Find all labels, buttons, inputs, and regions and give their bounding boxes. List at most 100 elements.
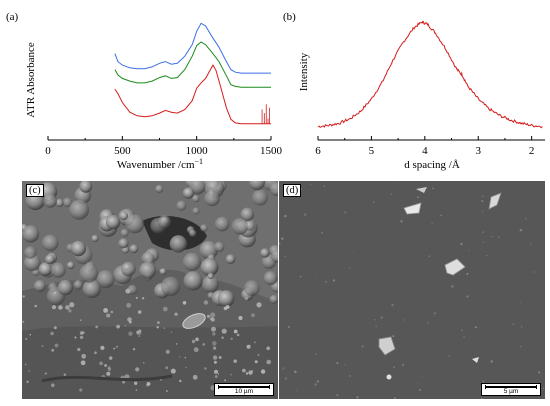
speck: [336, 394, 339, 396]
speck: [431, 222, 433, 224]
fine-particle: [51, 348, 55, 352]
speck: [380, 316, 383, 319]
speck: [321, 232, 323, 234]
fine-particle: [170, 331, 173, 333]
particle: [217, 290, 235, 307]
speck: [519, 228, 523, 232]
fine-particle: [257, 354, 260, 356]
fine-particle: [135, 389, 138, 391]
fine-particle: [106, 313, 111, 318]
particle: [82, 279, 101, 298]
speck: [492, 250, 493, 251]
fine-particle: [135, 296, 138, 299]
speck: [463, 336, 465, 338]
fine-particle: [162, 306, 168, 312]
particle: [96, 270, 115, 289]
fine-particle: [214, 375, 218, 378]
particle: [199, 240, 218, 260]
fine-particle: [212, 332, 216, 336]
fine-particle: [22, 295, 25, 298]
fine-particle: [79, 335, 84, 340]
particle: [79, 181, 93, 193]
panel-a-xlabel: Wavenumber /cm−1: [117, 157, 203, 172]
particle: [225, 254, 236, 264]
sem-texture-c: [22, 181, 278, 399]
speck: [428, 255, 431, 258]
panel-b-series: [317, 20, 543, 129]
speck: [287, 325, 290, 328]
particle: [120, 228, 129, 237]
panel-a-tick-label: 1500: [260, 145, 283, 157]
fine-particle: [260, 369, 266, 374]
fine-particle: [51, 383, 55, 387]
speck: [332, 279, 335, 282]
particle: [201, 275, 219, 293]
speck: [417, 382, 418, 383]
speck: [481, 195, 484, 198]
particle: [207, 272, 214, 280]
fine-particle: [26, 380, 29, 383]
speck: [419, 388, 421, 391]
particle: [189, 229, 197, 237]
fine-particle: [122, 380, 126, 384]
particle: [125, 214, 145, 234]
speck: [352, 251, 354, 253]
fine-particle: [116, 324, 120, 329]
fine-particle: [82, 331, 85, 334]
speck: [400, 220, 403, 223]
speck: [315, 353, 317, 355]
speck: [525, 218, 527, 220]
fine-particle: [109, 356, 113, 360]
particle: [182, 187, 194, 199]
fine-particle: [80, 360, 86, 366]
speck: [344, 211, 347, 214]
fine-particle: [211, 326, 216, 332]
speck: [468, 249, 470, 252]
speck: [402, 363, 405, 367]
speck: [427, 322, 429, 324]
fine-particle: [135, 367, 140, 372]
speck: [403, 319, 405, 321]
fine-particle: [242, 368, 246, 373]
particle: [263, 271, 278, 286]
speck: [303, 213, 307, 216]
panel-c-tag: (c): [26, 184, 44, 197]
fine-particle: [195, 337, 199, 342]
fine-particle: [34, 304, 37, 308]
fine-particle: [146, 382, 151, 386]
particle: [159, 268, 167, 275]
particle: [192, 207, 200, 215]
panel-b-tick-label: 6: [315, 145, 321, 157]
particle: [118, 238, 129, 249]
panel-a-series-2: [114, 41, 271, 88]
particle: [260, 248, 270, 258]
speck: [315, 277, 317, 279]
speck: [432, 187, 434, 190]
speck: [284, 214, 287, 218]
speck: [474, 326, 477, 329]
speck: [520, 326, 523, 328]
fine-particle: [41, 345, 44, 348]
particle: [200, 224, 208, 232]
speck: [314, 383, 317, 386]
fine-particle: [251, 313, 255, 318]
fine-particle: [170, 368, 176, 374]
speck: [530, 243, 532, 245]
speck: [512, 323, 514, 325]
speck: [481, 200, 484, 203]
particle: [44, 254, 55, 265]
fine-particle: [213, 360, 217, 364]
speck: [542, 387, 544, 389]
fine-particle: [106, 371, 111, 376]
speck: [349, 375, 351, 377]
sem-image-d: (d) 5 µm: [279, 181, 545, 399]
fine-particle: [223, 306, 228, 311]
fine-particle: [126, 302, 132, 308]
panel-a: (a) ATR Absorbance 0 500 1000 1500 Wavenumb…: [6, 11, 283, 171]
fine-particle: [25, 338, 28, 340]
particle: [79, 264, 99, 283]
particle: [240, 207, 255, 222]
particle: [121, 261, 136, 277]
fine-particle: [230, 337, 233, 340]
particle: [214, 241, 225, 253]
